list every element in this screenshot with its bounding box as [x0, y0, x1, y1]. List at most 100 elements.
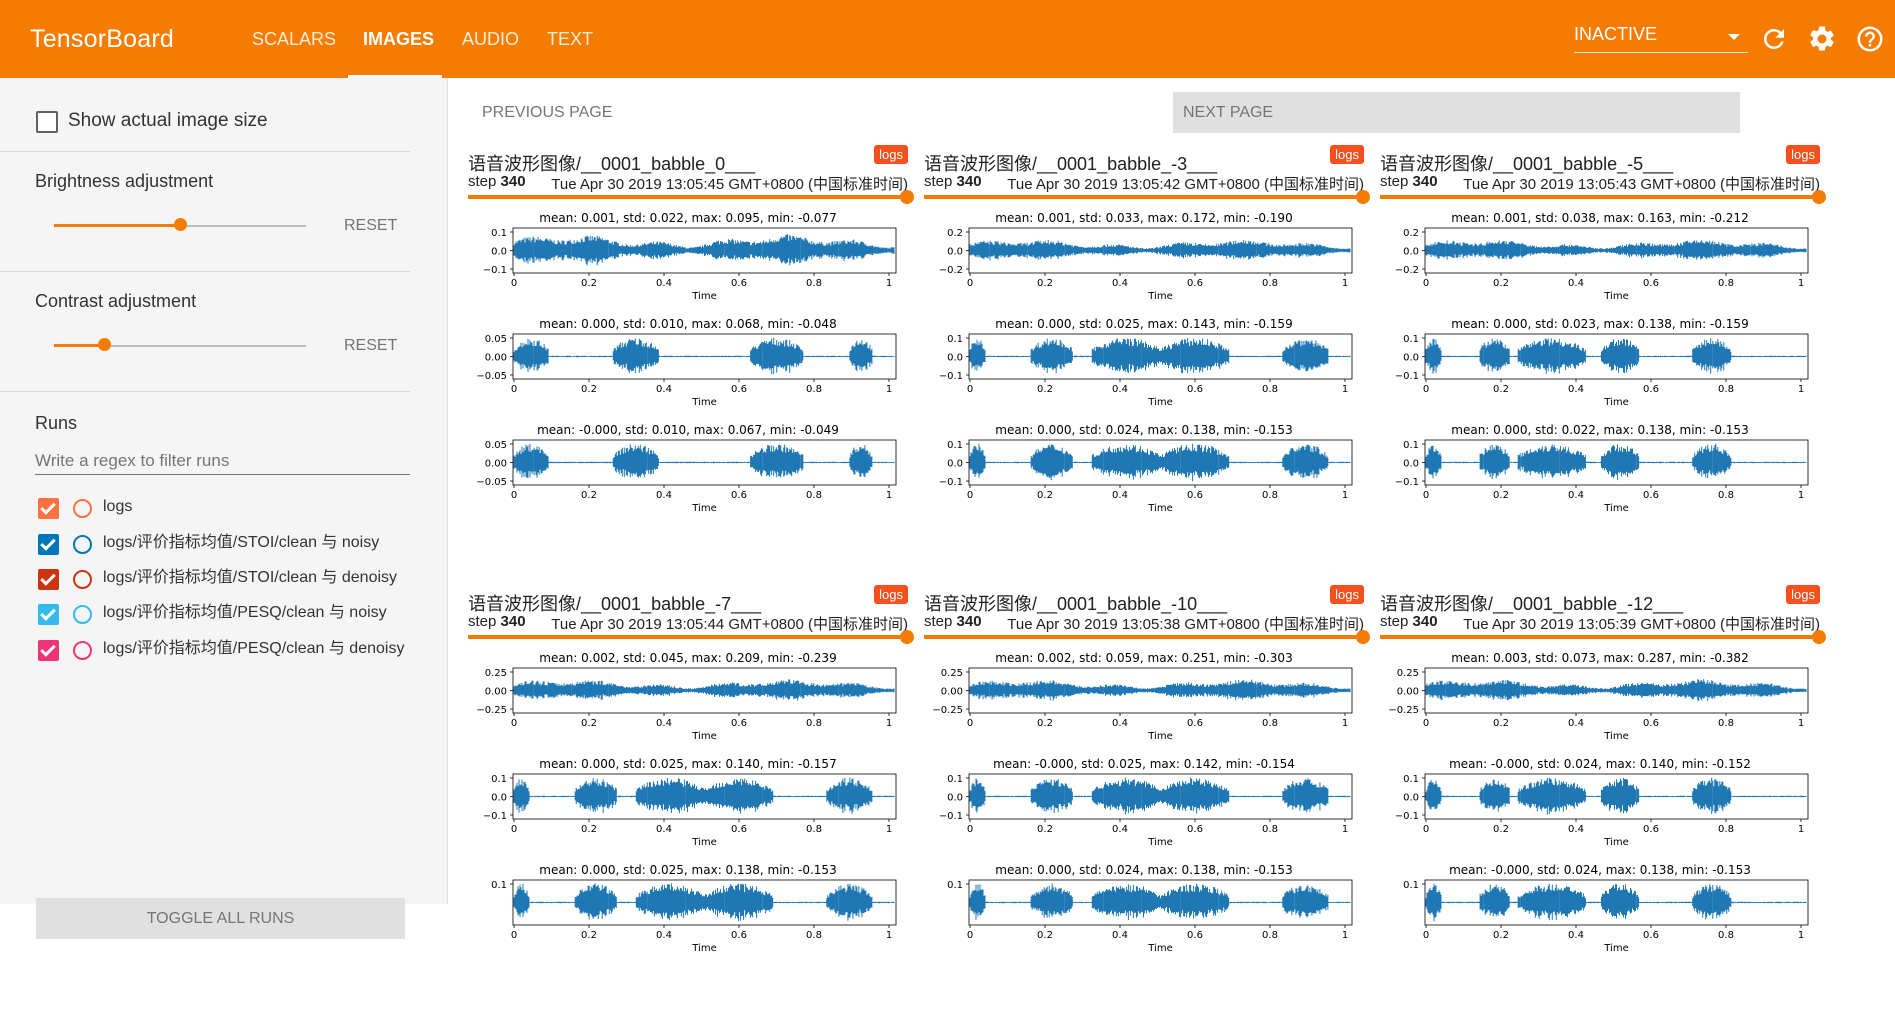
inactive-dashboards-dropdown[interactable]: INACTIVE: [1574, 24, 1748, 53]
run-checkbox[interactable]: [38, 604, 59, 625]
waveform-line: [513, 883, 895, 921]
y-tick-label: 0.25: [1397, 668, 1419, 679]
step-slider[interactable]: [924, 630, 1370, 644]
y-tick-label: −0.1: [1395, 477, 1419, 488]
contrast-reset-button[interactable]: RESET: [344, 337, 398, 354]
step-slider[interactable]: [924, 190, 1370, 204]
waveform-image: mean: 0.002, std: 0.059, max: 0.251, min…: [924, 648, 1364, 1013]
x-tick-label: 0: [511, 490, 517, 501]
y-tick-label: 0.00: [485, 687, 507, 698]
x-axis-label: Time: [1603, 943, 1628, 954]
step-slider-thumb[interactable]: [900, 630, 914, 644]
x-axis-label: Time: [691, 943, 716, 954]
run-checkbox[interactable]: [38, 569, 59, 590]
previous-page-button[interactable]: PREVIOUS PAGE: [482, 104, 613, 121]
y-tick-label: 0.0: [1403, 353, 1419, 364]
run-color-circle[interactable]: [73, 641, 92, 660]
x-tick-label: 0.4: [1112, 930, 1128, 941]
image-card: 语音波形图像/__0001_babble_-5___ logs step 340 Tu…: [1380, 145, 1826, 573]
x-tick-label: 0: [1423, 384, 1429, 395]
x-tick-label: 1: [1798, 384, 1804, 395]
y-tick-label: 0.0: [947, 793, 963, 804]
card-title: 语音波形图像/__0001_babble_-10___: [924, 594, 1228, 614]
card-step: step 340: [1380, 173, 1438, 190]
waveform-line: [1425, 777, 1807, 815]
run-checkbox[interactable]: [38, 534, 59, 555]
image-card: 语音波形图像/__0001_babble_-10___ logs step 340 T…: [924, 585, 1370, 1013]
settings-icon[interactable]: [1807, 24, 1837, 54]
y-tick-label: −0.25: [476, 705, 507, 716]
step-label: step: [924, 613, 953, 630]
x-tick-label: 1: [1798, 278, 1804, 289]
run-color-circle[interactable]: [73, 570, 92, 589]
x-tick-label: 0: [1423, 278, 1429, 289]
x-tick-label: 0.8: [806, 824, 822, 835]
x-tick-label: 0.2: [1493, 718, 1509, 729]
x-tick-label: 0: [1423, 490, 1429, 501]
step-slider-thumb[interactable]: [1356, 190, 1370, 204]
y-tick-label: 0.1: [491, 228, 507, 239]
tab-scalars[interactable]: SCALARS: [252, 29, 337, 49]
x-axis-label: Time: [1603, 503, 1628, 514]
y-tick-label: 0.1: [491, 774, 507, 785]
x-tick-label: 0.2: [1493, 930, 1509, 941]
run-color-circle[interactable]: [73, 535, 92, 554]
top-app-bar: TensorBoard SCALARS IMAGES AUDIO TEXT IN…: [0, 0, 1895, 78]
x-tick-label: 1: [886, 490, 892, 501]
y-tick-label: 0.25: [941, 668, 963, 679]
step-slider[interactable]: [468, 190, 914, 204]
x-tick-label: 0.4: [1568, 718, 1584, 729]
step-slider[interactable]: [468, 630, 914, 644]
x-tick-label: 0.4: [1568, 490, 1584, 501]
toggle-all-runs-button[interactable]: TOGGLE ALL RUNS: [36, 898, 405, 939]
card-timestamp: Tue Apr 30 2019 13:05:45 GMT+0800 (中国标准时…: [551, 176, 908, 193]
step-slider-thumb[interactable]: [1356, 630, 1370, 644]
step-slider-thumb[interactable]: [1812, 630, 1826, 644]
y-tick-label: 0.00: [941, 687, 963, 698]
y-tick-label: 0.1: [947, 774, 963, 785]
step-slider-thumb[interactable]: [1812, 190, 1826, 204]
brightness-reset-button[interactable]: RESET: [344, 217, 398, 234]
x-tick-label: 1: [1342, 824, 1348, 835]
x-tick-label: 1: [886, 718, 892, 729]
x-tick-label: 0.4: [1112, 384, 1128, 395]
run-checkbox[interactable]: [38, 640, 59, 661]
tab-audio[interactable]: AUDIO: [462, 29, 520, 49]
plot-stats-title: mean: 0.000, std: 0.025, max: 0.138, min…: [539, 863, 836, 877]
x-axis-label: Time: [691, 731, 716, 742]
x-tick-label: 0.2: [581, 718, 597, 729]
brightness-label: Brightness adjustment: [35, 171, 214, 191]
help-icon[interactable]: [1855, 24, 1885, 54]
brightness-thumb[interactable]: [174, 218, 187, 231]
x-tick-label: 0.2: [1493, 278, 1509, 289]
x-tick-label: 0: [967, 930, 973, 941]
x-tick-label: 0.2: [581, 490, 597, 501]
step-slider[interactable]: [1380, 190, 1826, 204]
show-actual-size-checkbox[interactable]: [36, 111, 58, 133]
x-tick-label: 0: [967, 490, 973, 501]
y-tick-label: 0.1: [1403, 880, 1419, 891]
refresh-icon[interactable]: [1759, 24, 1789, 54]
run-badge: logs: [1330, 145, 1364, 164]
run-color-circle[interactable]: [73, 605, 92, 624]
x-axis-label: Time: [1147, 731, 1172, 742]
next-page-button[interactable]: NEXT PAGE: [1173, 92, 1740, 133]
waveform-line: [1425, 679, 1807, 701]
run-checkbox[interactable]: [38, 498, 59, 519]
step-slider-thumb[interactable]: [900, 190, 914, 204]
step-slider[interactable]: [1380, 630, 1826, 644]
tab-images[interactable]: IMAGES: [363, 29, 435, 49]
x-tick-label: 0.4: [1112, 278, 1128, 289]
card-timestamp: Tue Apr 30 2019 13:05:42 GMT+0800 (中国标准时…: [1007, 176, 1364, 193]
x-tick-label: 0.2: [1037, 824, 1053, 835]
card-timestamp: Tue Apr 30 2019 13:05:39 GMT+0800 (中国标准时…: [1463, 616, 1820, 633]
y-tick-label: −0.1: [939, 811, 963, 822]
x-axis-label: Time: [1147, 397, 1172, 408]
contrast-thumb[interactable]: [98, 338, 111, 351]
run-filter-input[interactable]: [35, 448, 410, 475]
x-tick-label: 0.8: [1262, 930, 1278, 941]
divider: [0, 151, 410, 152]
run-color-circle[interactable]: [73, 499, 92, 518]
x-tick-label: 0.2: [1037, 930, 1053, 941]
tab-text[interactable]: TEXT: [547, 29, 594, 49]
